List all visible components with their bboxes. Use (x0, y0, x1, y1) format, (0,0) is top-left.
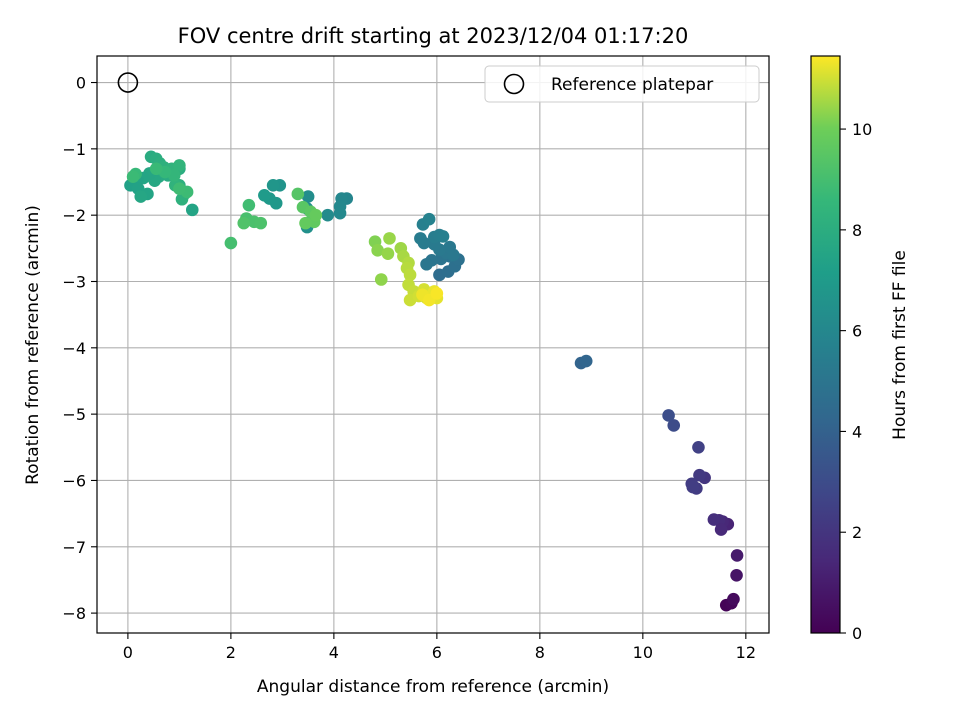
y-tick-label: −5 (62, 405, 86, 424)
x-tick-label: 8 (535, 643, 545, 662)
y-tick-label: −2 (62, 206, 86, 225)
data-point (436, 230, 450, 243)
x-axis-ticks: 0 2 4 6 8 10 12 (123, 633, 756, 662)
colorbar-ticks: 0 2 4 6 8 10 (840, 120, 872, 643)
data-point (126, 170, 140, 184)
data-point (422, 212, 436, 226)
colorbar-tick-label: 4 (852, 422, 862, 441)
y-tick-label: −4 (62, 339, 86, 358)
y-tick-label: −3 (62, 272, 86, 291)
data-point (714, 523, 728, 536)
colorbar-tick-label: 8 (852, 221, 862, 240)
data-point (686, 480, 700, 494)
x-tick-label: 12 (736, 643, 756, 662)
x-tick-label: 0 (123, 643, 133, 662)
plot-frame (96, 55, 770, 634)
data-point (383, 232, 396, 245)
data-point (299, 216, 312, 230)
data-point (134, 190, 148, 203)
data-point (291, 187, 305, 201)
data-point (321, 208, 334, 222)
data-point (301, 190, 315, 203)
colorbar-tick-label: 10 (852, 120, 872, 139)
y-tick-label: −8 (62, 604, 86, 623)
legend-entry-label: Reference platepar (551, 75, 713, 95)
x-tick-label: 6 (432, 643, 442, 662)
data-point (730, 549, 744, 562)
data-point (381, 247, 395, 260)
data-point (266, 179, 280, 192)
data-point (693, 468, 706, 482)
data-point (579, 354, 593, 368)
data-point (185, 203, 199, 217)
data-point (309, 208, 323, 222)
data-point (242, 198, 256, 212)
data-point (403, 268, 417, 282)
data-point (149, 162, 163, 176)
data-point (662, 409, 675, 422)
y-tick-label: 0 (76, 74, 86, 93)
data-point (173, 182, 186, 195)
colorbar-tick-label: 2 (852, 523, 862, 542)
data-point (371, 244, 384, 257)
data-point (730, 569, 743, 582)
colorbar-tick-label: 6 (852, 322, 862, 341)
x-axis-label: Angular distance from reference (arcmin) (257, 677, 609, 697)
data-points (124, 150, 744, 612)
data-point (667, 419, 681, 432)
data-point (237, 216, 251, 230)
y-tick-label: −6 (62, 471, 86, 490)
y-axis-label: Rotation from reference (arcmin) (23, 205, 43, 485)
x-tick-label: 4 (329, 643, 339, 662)
legend-box (484, 65, 760, 103)
colorbar-tick-label: 0 (852, 624, 862, 643)
legend-marker-icon (503, 73, 525, 95)
legend: Reference platepar (484, 65, 760, 103)
x-tick-label: 2 (226, 643, 236, 662)
data-point (258, 188, 271, 202)
y-axis-ticks: 0 −1 −2 −3 −4 −5 −6 −7 −8 (62, 74, 97, 623)
data-point (707, 513, 721, 526)
data-point (420, 257, 433, 271)
data-point (173, 159, 186, 172)
data-point (692, 440, 705, 454)
y-tick-label: −1 (62, 140, 86, 159)
data-point (254, 216, 268, 230)
data-point (333, 206, 347, 220)
reference-platepar-marker (117, 72, 139, 93)
data-point (374, 273, 388, 286)
data-point (430, 287, 444, 300)
data-point (727, 592, 740, 606)
grid (97, 56, 769, 633)
colorbar-label: Hours from first FF file (890, 250, 910, 440)
chart-title: FOV centre drift starting at 2023/12/04 … (178, 24, 689, 48)
colorbar (810, 55, 841, 634)
data-point (224, 236, 238, 250)
data-point (414, 232, 427, 245)
data-point (443, 240, 457, 254)
y-tick-label: −7 (62, 538, 86, 557)
x-tick-label: 10 (633, 643, 653, 662)
